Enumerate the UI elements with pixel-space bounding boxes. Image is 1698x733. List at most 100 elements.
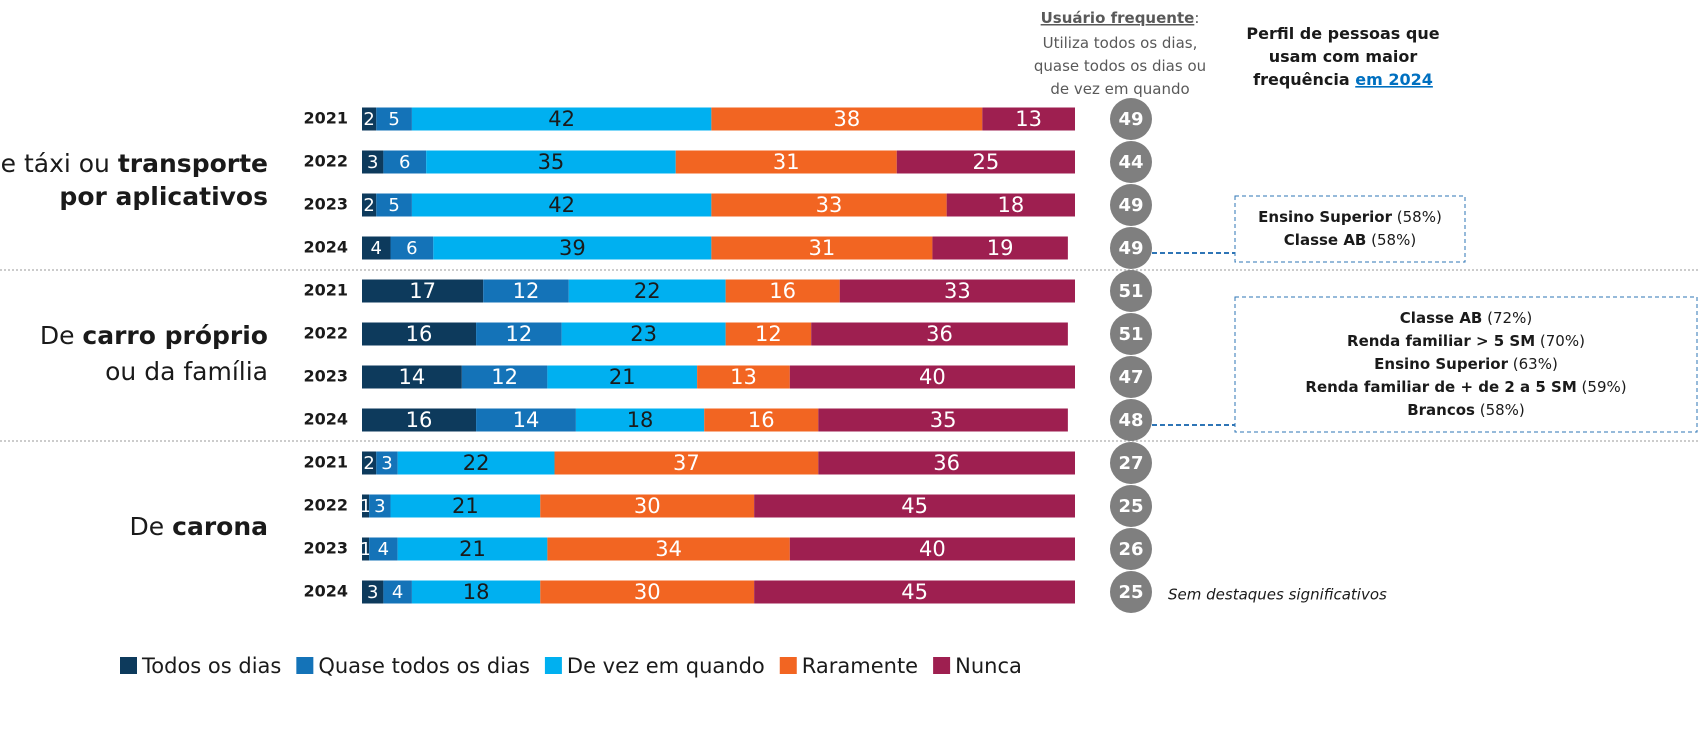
profile-line: Renda familiar de + de 2 a 5 SM (59%): [1305, 378, 1626, 396]
frequent-badge: [1110, 442, 1152, 484]
bar-segment: [397, 537, 548, 561]
profile-box: [1234, 195, 1466, 263]
bar-segment: [711, 193, 947, 217]
frequent-value: 47: [1118, 367, 1143, 388]
text-run: por aplicativos: [59, 182, 268, 211]
value-label: 39: [559, 236, 586, 260]
text-run: (70%): [1535, 332, 1585, 350]
bar-segment: [540, 494, 755, 518]
value-label: 14: [399, 365, 426, 389]
frequent-badge: [1110, 227, 1152, 269]
frequent-badge: [1110, 528, 1152, 570]
bar-segment: [411, 193, 712, 217]
value-label: 31: [773, 150, 800, 174]
bar-segment: [433, 236, 712, 260]
profile-note: Sem destaques significativos: [1168, 586, 1387, 604]
frequent-value: 27: [1118, 453, 1143, 474]
value-label: 35: [930, 408, 957, 432]
value-label: 4: [378, 539, 389, 560]
value-label: 1: [360, 496, 371, 517]
value-label: 2: [363, 453, 374, 474]
bar-segment: [839, 279, 1075, 303]
text-run: ou da família: [105, 357, 268, 386]
bar-segment: [476, 322, 562, 346]
bar-segment: [376, 451, 398, 475]
value-label: 6: [406, 238, 417, 259]
value-label: 21: [609, 365, 636, 389]
value-label: 16: [406, 408, 433, 432]
text-run: Ensino Superior: [1258, 208, 1392, 226]
bar-segment: [711, 107, 983, 131]
value-label: 3: [374, 496, 385, 517]
year-label: 2024: [303, 238, 348, 257]
text-run: Utiliza todos os dias,: [1043, 34, 1198, 52]
frequent-value: 25: [1118, 496, 1143, 517]
text-run: usam com maior: [1269, 47, 1418, 66]
frequent-value: 26: [1118, 539, 1143, 560]
bar-segment: [982, 107, 1075, 131]
bar-segment: [896, 150, 1075, 174]
year-label: 2024: [303, 582, 348, 601]
value-label: 2: [363, 195, 374, 216]
bar-segment: [362, 193, 377, 217]
value-label: 5: [388, 195, 399, 216]
value-label: 6: [399, 152, 410, 173]
group-label: por aplicativos: [59, 182, 268, 211]
frequent-value: 51: [1118, 281, 1143, 302]
frequent-value: 49: [1118, 195, 1143, 216]
value-label: 45: [901, 580, 928, 604]
frequent-badge: [1110, 98, 1152, 140]
value-label: 21: [452, 494, 479, 518]
profile-line: Renda familiar > 5 SM (70%): [1347, 332, 1585, 350]
bar-segment: [411, 580, 541, 604]
year-label: 2023: [303, 195, 348, 214]
profile-header: frequência em 2024: [1253, 70, 1433, 89]
bar-segment: [362, 494, 370, 518]
legend-label: De vez em quando: [567, 654, 765, 678]
text-run: :: [1194, 9, 1199, 27]
bar-segment: [369, 494, 391, 518]
value-label: 22: [634, 279, 661, 303]
frequent-badge: [1110, 270, 1152, 312]
value-label: 33: [944, 279, 971, 303]
text-run: quase todos os dias ou: [1034, 57, 1206, 75]
frequent-badge: [1110, 356, 1152, 398]
bar-segment: [818, 408, 1068, 432]
profile-line: Classe AB (72%): [1400, 309, 1532, 327]
bar-segment: [426, 150, 676, 174]
text-run: Perfil de pessoas que: [1246, 24, 1439, 43]
bar-segment: [362, 236, 391, 260]
bar-segment: [362, 365, 462, 389]
bar-segment: [362, 279, 484, 303]
value-label: 30: [634, 494, 661, 518]
bar-segment: [362, 150, 384, 174]
frequent-header: de vez em quando: [1050, 80, 1189, 98]
value-label: 31: [809, 236, 836, 260]
bar-segment: [397, 451, 555, 475]
text-run: (63%): [1508, 355, 1558, 373]
frequent-value: 49: [1118, 238, 1143, 259]
bar-segment: [547, 365, 698, 389]
text-run: carro próprio: [82, 321, 268, 350]
bar-segment: [818, 451, 1075, 475]
year-label: 2023: [303, 367, 348, 386]
bar-segment: [575, 408, 705, 432]
value-label: 35: [538, 150, 565, 174]
legend-swatch: [296, 657, 314, 674]
bar-segment: [411, 107, 712, 131]
value-label: 3: [367, 582, 378, 603]
frequent-badge: [1110, 313, 1152, 355]
text-run: (58%): [1392, 208, 1442, 226]
legend-label: Raramente: [802, 654, 918, 678]
value-label: 3: [367, 152, 378, 173]
frequent-badge: [1110, 141, 1152, 183]
text-run: carona: [172, 512, 268, 541]
value-label: 13: [730, 365, 757, 389]
legend-swatch: [544, 657, 562, 674]
value-label: 12: [513, 279, 540, 303]
value-label: 30: [634, 580, 661, 604]
value-label: 12: [505, 322, 532, 346]
value-label: 16: [406, 322, 433, 346]
frequent-badge: [1110, 399, 1152, 441]
value-label: 38: [833, 107, 860, 131]
